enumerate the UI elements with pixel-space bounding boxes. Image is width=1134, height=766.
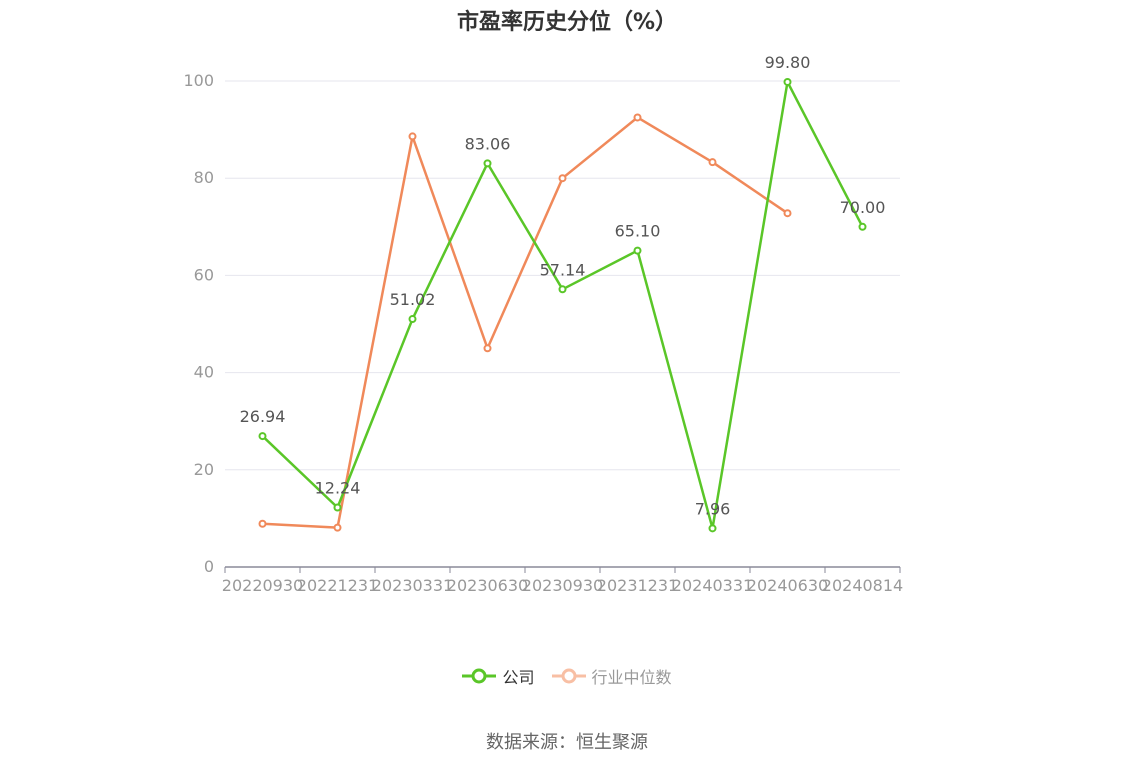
data-label: 12.24 bbox=[315, 479, 361, 498]
x-tick-label: 20230930 bbox=[522, 576, 603, 595]
data-label: 51.02 bbox=[390, 290, 436, 309]
y-tick-label: 60 bbox=[194, 265, 214, 284]
series-lines bbox=[258, 77, 867, 533]
y-tick-label: 0 bbox=[204, 557, 214, 576]
legend-item-company[interactable]: 公司 bbox=[462, 664, 534, 688]
data-point-1 bbox=[408, 132, 417, 141]
x-tick-label: 20230630 bbox=[447, 576, 528, 595]
data-point-0 bbox=[258, 432, 267, 441]
data-label: 99.80 bbox=[765, 53, 811, 72]
data-point-0 bbox=[558, 285, 567, 294]
data-label: 57.14 bbox=[540, 260, 586, 279]
data-labels: 26.94 12.24 51.02 83.06 57.14 65.10 7.96 99.80 7… bbox=[240, 53, 886, 518]
x-tick-label: 20230331 bbox=[372, 576, 453, 595]
legend-label-company: 公司 bbox=[502, 668, 535, 687]
data-point-1 bbox=[558, 174, 567, 183]
data-label: 26.94 bbox=[240, 407, 286, 426]
data-point-1 bbox=[708, 158, 717, 167]
data-label: 65.10 bbox=[615, 222, 661, 241]
data-label: 83.06 bbox=[465, 134, 511, 153]
data-point-0 bbox=[633, 246, 642, 255]
x-tick-label: 20240814 bbox=[822, 576, 903, 595]
data-point-0 bbox=[708, 524, 717, 533]
data-point-1 bbox=[483, 344, 492, 353]
series-line-0 bbox=[261, 80, 864, 530]
data-point-0 bbox=[483, 159, 492, 168]
y-tick-label: 40 bbox=[194, 363, 214, 382]
data-point-0 bbox=[858, 222, 867, 231]
data-point-1 bbox=[783, 209, 792, 218]
chart-title: 市盈率历史分位（%） bbox=[456, 10, 678, 35]
x-axis-tick-labels: 2022093020221231202303312023063020230930… bbox=[222, 576, 903, 595]
x-tick-label: 20220930 bbox=[222, 576, 303, 595]
x-tick-label: 20231231 bbox=[597, 576, 678, 595]
y-tick-label: 20 bbox=[194, 460, 214, 479]
legend: 公司 行业中位数 bbox=[0, 664, 1134, 688]
data-point-0 bbox=[333, 503, 342, 512]
legend-label-industry-median: 行业中位数 bbox=[591, 668, 672, 687]
legend-item-industry-median[interactable]: 行业中位数 bbox=[551, 664, 672, 688]
data-point-1 bbox=[258, 519, 267, 528]
data-point-0 bbox=[408, 315, 417, 324]
axes bbox=[224, 566, 901, 573]
series-line-1 bbox=[262, 116, 789, 529]
x-tick-label: 20221231 bbox=[297, 576, 378, 595]
data-label: 7.96 bbox=[695, 499, 731, 518]
y-tick-label: 100 bbox=[183, 71, 214, 90]
y-axis-tick-labels: 0 20 40 60 80 100 bbox=[183, 71, 214, 576]
legend-marker-company bbox=[462, 668, 497, 684]
data-source: 数据来源：恒生聚源 bbox=[486, 732, 648, 753]
data-point-0 bbox=[783, 77, 792, 86]
x-tick-label: 20240331 bbox=[672, 576, 753, 595]
data-point-1 bbox=[333, 523, 342, 532]
y-tick-label: 80 bbox=[194, 168, 214, 187]
x-tick-label: 20240630 bbox=[747, 576, 828, 595]
data-label: 70.00 bbox=[840, 198, 886, 217]
data-point-1 bbox=[633, 113, 642, 122]
legend-marker-industry-median bbox=[551, 668, 586, 684]
